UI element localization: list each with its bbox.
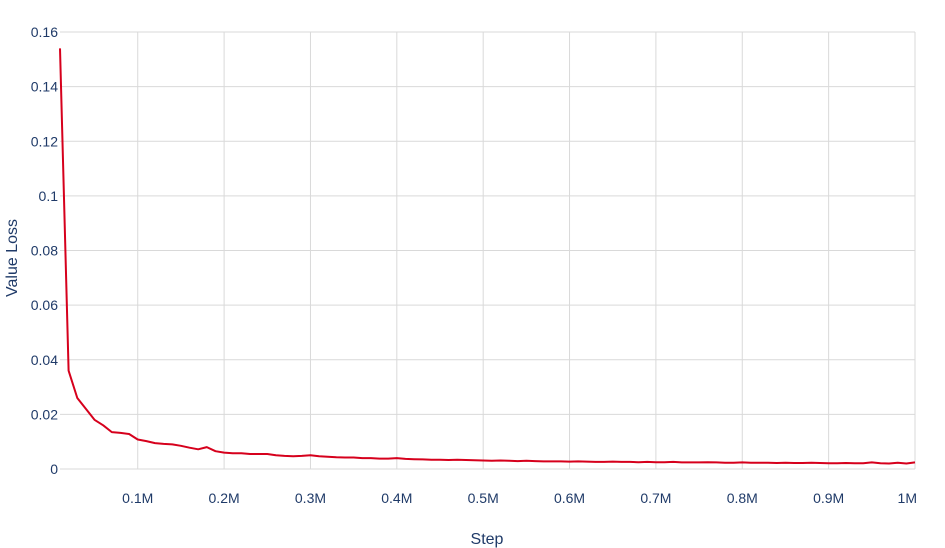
x-tick-label: 0.5M bbox=[468, 490, 499, 506]
x-tick-labels: 0.1M 0.2M 0.3M 0.4M 0.5M 0.6M 0.7M 0.8M 0.9M 1M bbox=[122, 490, 917, 506]
x-tick-label: 0.1M bbox=[122, 490, 153, 506]
y-gridlines bbox=[60, 31, 915, 470]
x-tick-label: 0.3M bbox=[295, 490, 326, 506]
x-tick-label: 0.6M bbox=[554, 490, 585, 506]
y-tick-label: 0.06 bbox=[31, 297, 58, 313]
x-tick-label: 0.8M bbox=[727, 490, 758, 506]
y-tick-label: 0.08 bbox=[31, 243, 58, 259]
y-tick-label: 0.02 bbox=[31, 406, 58, 422]
y-tick-labels: 0 0.02 0.04 0.06 0.08 0.1 0.12 0.14 0.16 bbox=[31, 24, 58, 477]
series-group bbox=[59, 48, 916, 465]
x-tick-label: 0.9M bbox=[813, 490, 844, 506]
x-axis-title: Step bbox=[471, 531, 504, 548]
y-tick-label: 0.04 bbox=[31, 352, 58, 368]
x-gridlines bbox=[137, 32, 916, 469]
y-tick-label: 0.12 bbox=[31, 133, 58, 149]
y-tick-label: 0.1 bbox=[39, 188, 59, 204]
x-tick-label: 0.2M bbox=[209, 490, 240, 506]
y-axis-title: Value Loss bbox=[4, 219, 21, 297]
y-tick-label: 0 bbox=[50, 461, 58, 477]
x-tick-label: 1M bbox=[898, 490, 917, 506]
y-tick-label: 0.14 bbox=[31, 79, 58, 95]
x-tick-label: 0.4M bbox=[381, 490, 412, 506]
y-tick-label: 0.16 bbox=[31, 24, 58, 40]
series-line bbox=[59, 48, 916, 465]
x-tick-label: 0.7M bbox=[640, 490, 671, 506]
